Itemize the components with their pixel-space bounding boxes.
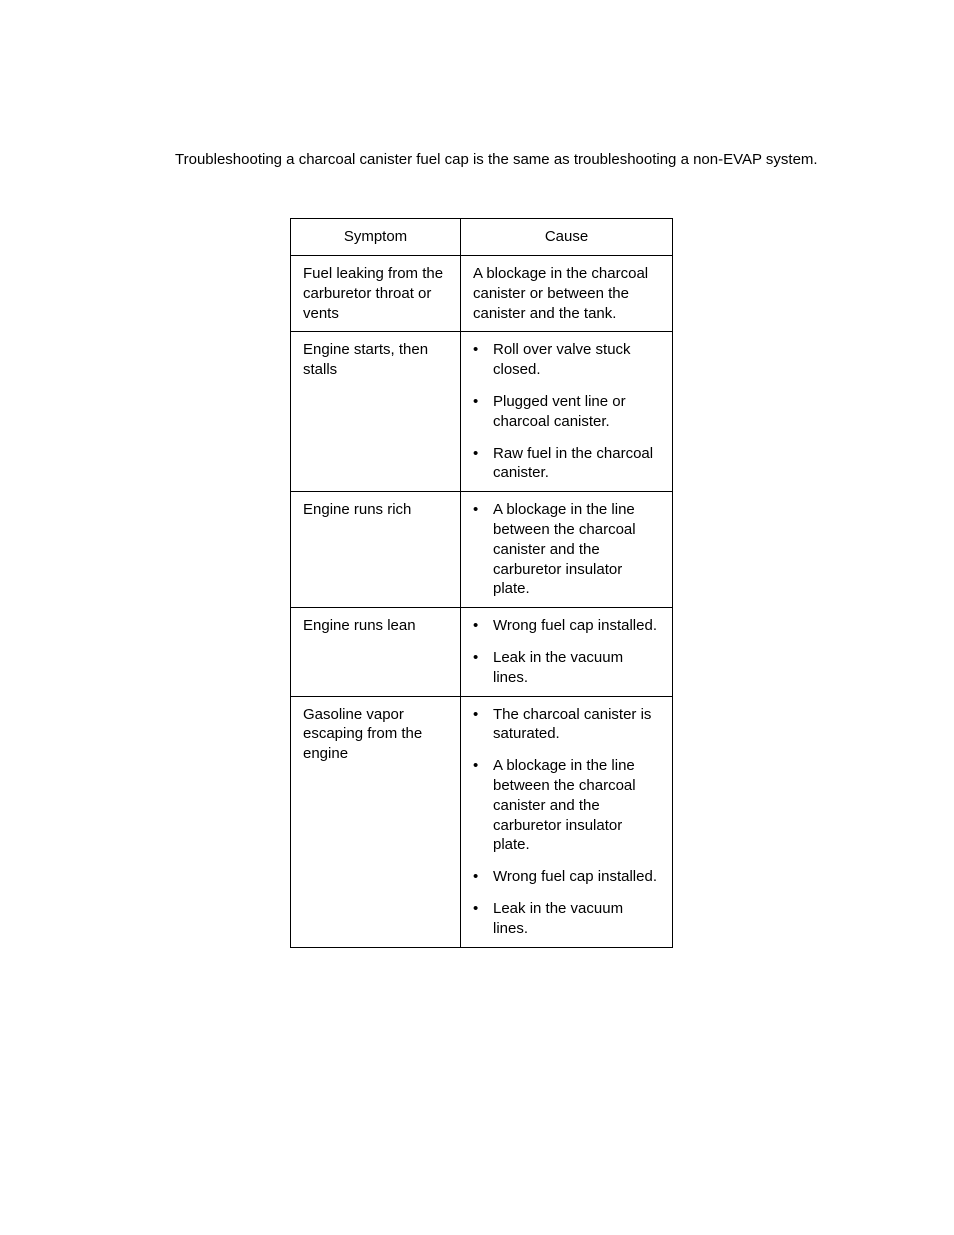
table-row: Engine starts, then stallsRoll over valv…	[291, 332, 673, 492]
cause-cell: A blockage in the charcoal canister or b…	[461, 256, 673, 332]
cause-list-item: Leak in the vacuum lines.	[473, 899, 662, 939]
table-row: Gasoline vapor escaping from the engineT…	[291, 696, 673, 947]
table-row: Engine runs leanWrong fuel cap installed…	[291, 608, 673, 696]
cause-list: Roll over valve stuck closed. Plugged ven…	[473, 340, 662, 483]
cause-cell: Roll over valve stuck closed. Plugged ven…	[461, 332, 673, 492]
cause-list-item: A blockage in the line between the charc…	[473, 500, 662, 599]
table-row: Engine runs richA blockage in the line b…	[291, 492, 673, 608]
cause-list-item: A blockage in the line between the charc…	[473, 756, 662, 855]
cause-list-item: Plugged vent line or charcoal canister.	[473, 392, 662, 432]
table-body: Fuel leaking from the carburetor throat …	[291, 256, 673, 948]
cause-list-item: Wrong fuel cap installed.	[473, 616, 662, 636]
cause-list: Wrong fuel cap installed. Leak in the vac…	[473, 616, 662, 687]
cause-list-item: Raw fuel in the charcoal canister.	[473, 444, 662, 484]
cause-list-item: The charcoal canister is saturated.	[473, 705, 662, 745]
symptom-cell: Engine runs lean	[291, 608, 461, 696]
cause-cell: Wrong fuel cap installed. Leak in the vac…	[461, 608, 673, 696]
cause-cell: The charcoal canister is saturated. A blo…	[461, 696, 673, 947]
symptom-cell: Fuel leaking from the carburetor throat …	[291, 256, 461, 332]
symptom-cell: Engine starts, then stalls	[291, 332, 461, 492]
cause-list-item: Roll over valve stuck closed.	[473, 340, 662, 380]
symptom-cell: Gasoline vapor escaping from the engine	[291, 696, 461, 947]
symptom-cell: Engine runs rich	[291, 492, 461, 608]
page: Troubleshooting a charcoal canister fuel…	[0, 0, 954, 1235]
table-row: Fuel leaking from the carburetor throat …	[291, 256, 673, 332]
cause-list-item: Wrong fuel cap installed.	[473, 867, 662, 887]
cause-list-item: Leak in the vacuum lines.	[473, 648, 662, 688]
cause-list: A blockage in the line between the charc…	[473, 500, 662, 599]
cause-cell: A blockage in the line between the charc…	[461, 492, 673, 608]
table-header-row: Symptom Cause	[291, 219, 673, 256]
header-cause: Cause	[461, 219, 673, 256]
intro-paragraph: Troubleshooting a charcoal canister fuel…	[175, 150, 874, 170]
header-symptom: Symptom	[291, 219, 461, 256]
troubleshooting-table: Symptom Cause Fuel leaking from the carb…	[290, 218, 673, 947]
cause-list: The charcoal canister is saturated. A blo…	[473, 705, 662, 939]
